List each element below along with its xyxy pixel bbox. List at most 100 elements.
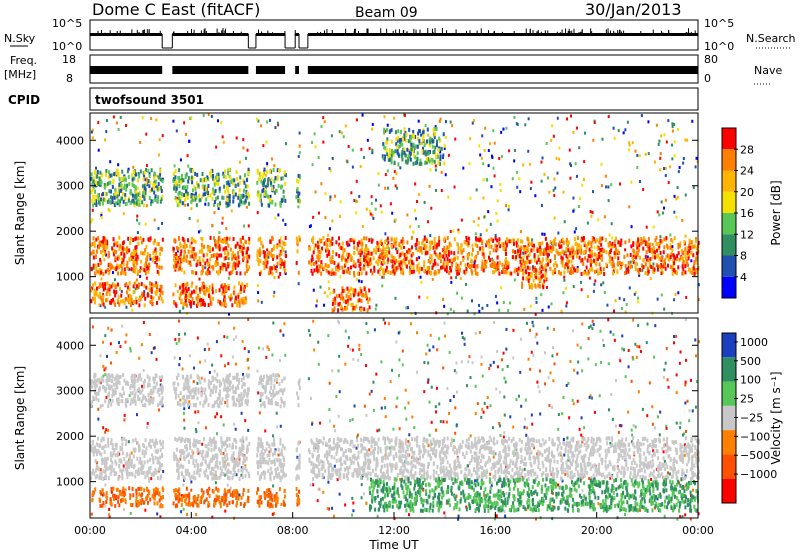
heatmap-cell	[127, 285, 130, 290]
heatmap-cell	[384, 154, 387, 159]
heatmap-cell	[102, 294, 105, 299]
heatmap-cell	[184, 203, 187, 207]
heatmap-cell	[180, 298, 183, 303]
heatmap-cell	[479, 233, 482, 237]
heatmap-cell	[205, 177, 208, 182]
heatmap-cell	[279, 259, 282, 264]
heatmap-cell	[561, 256, 564, 261]
colorbar-tick-label: 24	[740, 165, 754, 178]
heatmap-cell	[329, 243, 332, 248]
heatmap-cell	[409, 248, 412, 253]
heatmap-cell	[152, 250, 155, 255]
heatmap-cell	[612, 126, 615, 130]
heatmap-cell	[117, 341, 120, 345]
heatmap-cell	[123, 267, 126, 272]
heatmap-cell	[496, 350, 499, 354]
heatmap-cell	[665, 243, 668, 248]
heatmap-cell	[549, 266, 552, 271]
heatmap-cell	[412, 262, 415, 266]
heatmap-cell	[527, 117, 530, 121]
heatmap-cell	[459, 261, 462, 266]
heatmap-cell	[591, 236, 594, 241]
heatmap-cell	[284, 272, 287, 276]
heatmap-cell	[505, 241, 508, 246]
heatmap-cell	[355, 118, 358, 122]
heatmap-cell	[228, 236, 231, 241]
heatmap-cell	[104, 198, 107, 203]
heatmap-cell	[213, 182, 216, 187]
heatmap-cell	[579, 346, 582, 350]
heatmap-cell	[338, 266, 341, 271]
heatmap-cell	[552, 188, 555, 192]
heatmap-cell	[637, 248, 640, 253]
heatmap-cell	[104, 236, 107, 241]
heatmap-cell	[414, 144, 417, 149]
y-tick-label: 4000	[56, 134, 84, 147]
heatmap-cell	[314, 145, 317, 149]
heatmap-cell	[397, 260, 400, 265]
heatmap-cell	[362, 266, 365, 271]
heatmap-cell	[245, 189, 248, 194]
heatmap-cell	[425, 160, 428, 165]
heatmap-cell	[185, 513, 188, 517]
heatmap-cell	[416, 267, 419, 272]
heatmap-cell	[641, 407, 644, 411]
heatmap-cell	[338, 236, 341, 241]
heatmap-cell	[259, 171, 262, 176]
heatmap-cell	[642, 236, 645, 241]
heatmap-cell	[213, 202, 216, 207]
nsky-tick-top: 10^5	[52, 17, 82, 30]
heatmap-cell	[609, 330, 612, 334]
heatmap-cell	[93, 296, 96, 301]
heatmap-cell	[317, 247, 320, 252]
heatmap-cell	[243, 284, 246, 289]
heatmap-cell	[360, 307, 363, 312]
heatmap-cell	[482, 162, 485, 166]
heatmap-cell	[125, 333, 128, 337]
heatmap-cell	[696, 270, 699, 275]
heatmap-cell	[150, 289, 153, 294]
heatmap-cell	[501, 262, 504, 267]
heatmap-cell	[118, 185, 121, 190]
heatmap-cell	[222, 174, 225, 179]
heatmap-cell	[187, 164, 190, 168]
heatmap-cell	[596, 253, 599, 258]
heatmap-cell	[473, 260, 476, 264]
heatmap-cell	[97, 197, 100, 202]
heatmap-cell	[481, 306, 484, 310]
heatmap-cell	[337, 308, 340, 313]
heatmap-cell	[271, 186, 274, 191]
heatmap-cell	[221, 262, 224, 267]
heatmap-cell	[120, 263, 123, 268]
heatmap-cell	[674, 270, 677, 275]
heatmap-cell	[567, 240, 570, 245]
heatmap-cell	[268, 271, 271, 276]
heatmap-cell	[352, 501, 355, 505]
heatmap-cell	[361, 293, 364, 298]
heatmap-cell	[360, 298, 363, 303]
heatmap-cell	[326, 243, 329, 248]
heatmap-cell	[261, 244, 264, 249]
heatmap-cell	[390, 139, 393, 144]
heatmap-cell	[479, 153, 482, 157]
heatmap-cell	[523, 425, 526, 429]
heatmap-cell	[534, 258, 537, 263]
heatmap-cell	[366, 255, 369, 260]
heatmap-cell	[138, 282, 141, 287]
heatmap-cell	[326, 238, 329, 243]
heatmap-cell	[222, 195, 225, 200]
heatmap-cell	[200, 297, 203, 302]
heatmap-cell	[433, 236, 436, 241]
heatmap-cell	[368, 448, 371, 452]
heatmap-cell	[624, 128, 627, 132]
heatmap-cell	[460, 360, 463, 364]
heatmap-cell	[116, 282, 119, 287]
heatmap-cell	[284, 181, 287, 186]
heatmap-cell	[204, 290, 207, 294]
heatmap-cell	[420, 133, 423, 137]
heatmap-cell	[241, 194, 244, 199]
heatmap-cell	[445, 269, 448, 274]
heatmap-cell	[101, 404, 104, 408]
heatmap-cell	[658, 263, 661, 268]
heatmap-cell	[159, 251, 162, 256]
